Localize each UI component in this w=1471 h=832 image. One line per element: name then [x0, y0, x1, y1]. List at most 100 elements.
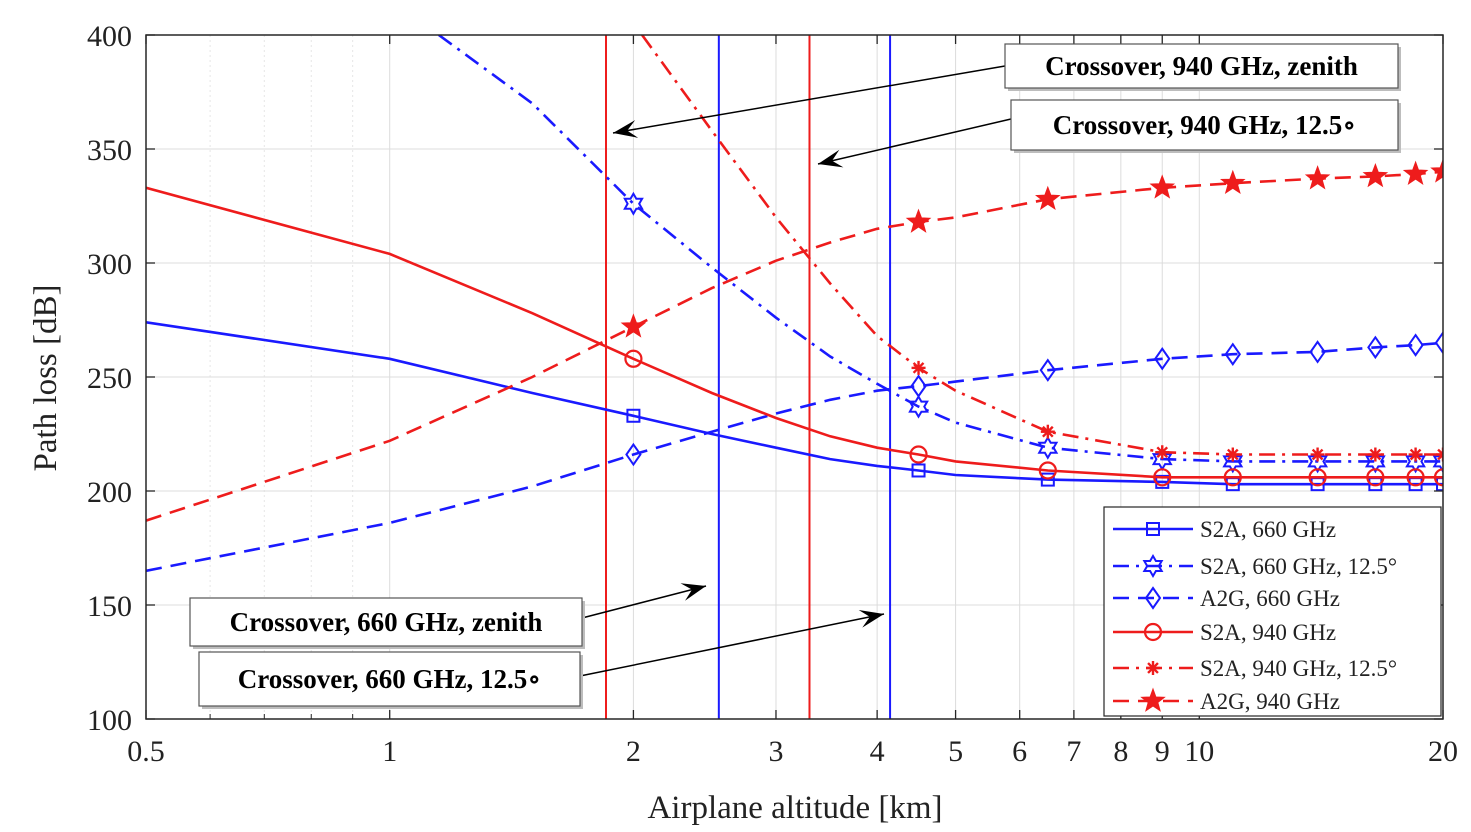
data-point — [1430, 158, 1443, 183]
legend-entry: A2G, 660 GHz — [1113, 586, 1340, 611]
y-tick-label: 100 — [87, 704, 132, 737]
data-point — [1407, 333, 1424, 357]
data-point — [1222, 449, 1244, 474]
x-tick-label: 2 — [626, 735, 641, 768]
legend-marker — [1144, 586, 1162, 610]
legend-label: S2A, 940 GHz, 12.5° — [1200, 656, 1397, 681]
x-tick-label: 7 — [1066, 735, 1081, 768]
crossover-annotation: Crossover, 940 GHz, 12.5∘ — [817, 99, 1401, 168]
series-3 — [146, 331, 1443, 573]
data-point — [1040, 472, 1055, 487]
data-point — [910, 374, 927, 398]
data-point — [1307, 449, 1329, 474]
data-point — [1309, 340, 1326, 364]
y-tick-label: 300 — [87, 248, 132, 281]
annotation-box — [1010, 99, 1399, 151]
annotation-arrow-line — [579, 613, 885, 677]
crossover-annotation: Crossover, 660 GHz, zenith — [189, 583, 707, 649]
x-tick-label: 9 — [1155, 735, 1170, 768]
y-tick-label: 150 — [87, 590, 132, 623]
y-axis-label: Path loss [dB] — [28, 284, 64, 471]
annotation-text: Crossover, 660 GHz, 12.5∘ — [238, 664, 542, 694]
data-point — [1406, 468, 1425, 487]
annotation-arrowhead — [680, 583, 706, 601]
data-point — [1310, 447, 1325, 462]
x-tick-label: 20 — [1428, 735, 1458, 768]
legend-marker — [1143, 622, 1163, 642]
legend-label: A2G, 940 GHz — [1200, 689, 1340, 714]
y-tick-label: 400 — [87, 20, 132, 53]
x-tick-label: 4 — [870, 735, 885, 768]
annotations-group: Crossover, 940 GHz, zenith Crossover, 940… — [189, 43, 1401, 709]
legend-entry: S2A, 660 GHz — [1113, 517, 1336, 542]
series-line — [146, 321, 1443, 486]
annotation-arrowhead — [858, 609, 884, 628]
annotation-text: Crossover, 660 GHz, zenith — [230, 607, 543, 637]
data-point — [1304, 165, 1331, 190]
crossover-annotation: Crossover, 940 GHz, zenith — [612, 43, 1401, 138]
data-point — [620, 313, 647, 338]
annotation-text: Crossover, 940 GHz, zenith — [1045, 51, 1358, 81]
data-point — [1039, 358, 1057, 382]
data-point — [911, 360, 926, 375]
data-point — [1368, 447, 1383, 462]
series-line — [146, 341, 1443, 573]
legend: S2A, 660 GHz S2A, 660 GHz, 12.5° A2G, 660 … — [1103, 506, 1442, 717]
x-axis-label: Airplane altitude [km] — [647, 790, 942, 826]
data-point — [625, 442, 642, 467]
data-point — [1364, 449, 1386, 474]
annotation-arrow-line — [612, 65, 1006, 134]
x-tick-label: 6 — [1012, 735, 1027, 768]
data-point — [1433, 468, 1443, 487]
data-point — [1225, 447, 1240, 462]
y-tick-label: 250 — [87, 362, 132, 395]
data-point — [1308, 468, 1327, 487]
data-point — [1362, 162, 1389, 188]
series-group — [146, 35, 1443, 573]
annotation-arrow-line — [817, 118, 1012, 165]
x-tick-label: 1 — [382, 735, 397, 768]
data-point — [1038, 461, 1057, 480]
data-point — [1149, 174, 1176, 199]
data-point — [1405, 449, 1426, 474]
series-line — [641, 35, 1443, 456]
series-5 — [641, 35, 1443, 462]
data-point — [623, 191, 644, 216]
data-point — [909, 445, 928, 464]
y-tick-label: 350 — [87, 134, 132, 167]
data-point — [1224, 342, 1242, 366]
data-point — [624, 349, 643, 368]
legend-label: S2A, 660 GHz — [1200, 517, 1336, 542]
data-point — [905, 208, 932, 233]
data-point — [1153, 468, 1172, 487]
data-point — [1402, 160, 1429, 185]
legend-marker — [1146, 522, 1160, 536]
y-tick-label: 200 — [87, 476, 132, 509]
legend-entry: S2A, 940 GHz — [1113, 620, 1336, 645]
data-point — [911, 463, 926, 478]
annotation-arrowhead — [613, 120, 639, 138]
data-point — [1040, 424, 1055, 439]
x-tick-label: 10 — [1184, 735, 1214, 768]
legend-entry: A2G, 940 GHz — [1113, 687, 1340, 714]
annotation-arrow-line — [581, 585, 707, 619]
x-tick-label: 0.5 — [127, 735, 165, 768]
legend-label: A2G, 660 GHz — [1200, 586, 1340, 611]
series-6 — [146, 158, 1443, 522]
annotation-box — [189, 597, 583, 647]
x-tick-label: 8 — [1113, 735, 1128, 768]
data-point — [626, 408, 641, 423]
data-point — [1223, 468, 1242, 487]
x-tick-label: 3 — [768, 735, 783, 768]
legend-label: S2A, 660 GHz, 12.5° — [1200, 554, 1397, 579]
data-point — [1035, 185, 1061, 211]
data-point — [1408, 447, 1423, 462]
annotation-text: Crossover, 940 GHz, 12.5∘ — [1053, 110, 1357, 140]
legend-marker — [1142, 554, 1164, 578]
data-point — [1366, 468, 1385, 487]
data-point — [1155, 445, 1170, 460]
x-tick-label: 5 — [948, 735, 963, 768]
series-line — [438, 35, 1443, 463]
data-point — [1434, 331, 1443, 355]
